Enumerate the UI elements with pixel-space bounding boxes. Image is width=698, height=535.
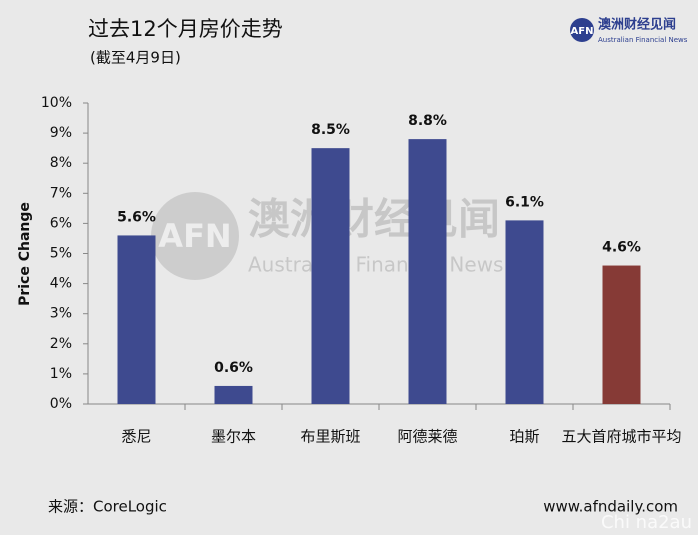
y-tick-label: 4% — [50, 276, 72, 292]
value-label: 5.6% — [117, 209, 156, 225]
y-tick-label: 10% — [41, 95, 72, 111]
chart-title: 过去12个月房价走势 — [88, 17, 283, 41]
value-label: 6.1% — [505, 194, 544, 210]
watermark-badge — [151, 192, 239, 280]
x-tick-label: 悉尼 — [121, 428, 151, 446]
y-tick-label: 0% — [50, 396, 72, 412]
y-tick-label: 1% — [50, 366, 72, 382]
watermark-english: Australian Financial News — [248, 253, 503, 277]
brand-name: 澳洲财经见闻 — [598, 17, 676, 33]
bar — [602, 265, 641, 404]
watermark-logo: AFN — [158, 217, 231, 255]
value-label: 4.6% — [602, 240, 641, 256]
y-tick-label: 5% — [50, 246, 72, 262]
source: 来源：CoreLogic — [48, 498, 167, 516]
bar — [408, 139, 447, 404]
y-tick-label: 7% — [50, 185, 72, 201]
corner-watermark: Chi na2au — [601, 512, 692, 533]
x-tick-label: 五大首府城市平均 — [561, 428, 681, 446]
logo-badge — [570, 18, 594, 42]
bar — [505, 220, 544, 404]
value-label: 0.6% — [214, 360, 253, 376]
bar — [311, 148, 350, 404]
website: www.afndaily.com — [543, 498, 678, 516]
y-axis-label: Price Change — [17, 202, 33, 306]
y-tick-label: 2% — [50, 336, 72, 352]
bar — [117, 235, 156, 404]
bar — [214, 385, 253, 404]
x-tick-label: 布里斯班 — [300, 428, 360, 446]
x-tick-label: 珀斯 — [509, 428, 539, 446]
y-tick-label: 9% — [50, 125, 72, 141]
x-tick-label: 阿德莱德 — [397, 428, 457, 446]
logo-text: AFN — [571, 26, 594, 37]
x-tick-label: 墨尔本 — [211, 428, 256, 446]
value-label: 8.8% — [408, 113, 447, 129]
watermark-name: 澳洲财经见闻 — [248, 195, 500, 244]
value-label: 8.5% — [311, 122, 350, 138]
y-tick-label: 6% — [50, 215, 72, 231]
y-tick-label: 8% — [50, 155, 72, 171]
y-tick-label: 3% — [50, 306, 72, 322]
brand-english: Australian Financial News — [598, 36, 688, 44]
watermark: AFN 澳洲财经见闻 Australian Financial News — [151, 192, 503, 280]
chart-subtitle: (截至4月9日) — [90, 49, 181, 67]
